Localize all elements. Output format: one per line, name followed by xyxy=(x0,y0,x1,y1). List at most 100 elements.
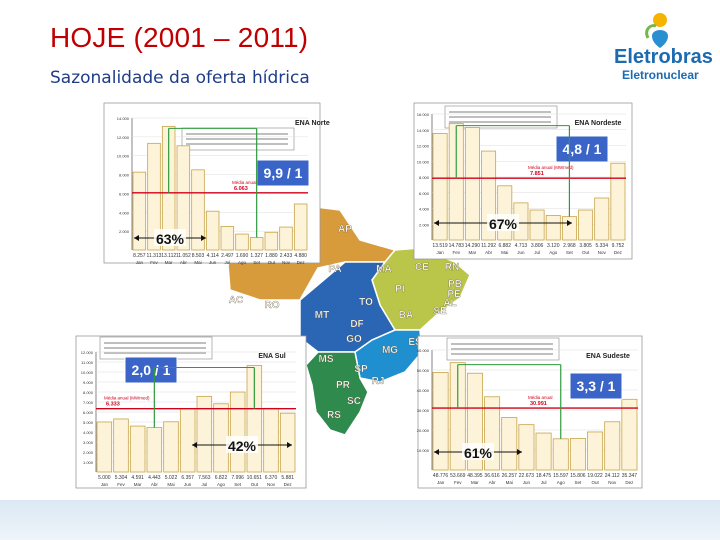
map-label-go: GO xyxy=(346,334,362,345)
mean-label: Média anual xyxy=(528,395,553,400)
eletrobras-logo-icon xyxy=(645,13,668,48)
value-label: 7.996 xyxy=(231,475,244,481)
value-label: 11.052 xyxy=(176,253,191,259)
bar-nov xyxy=(594,197,610,241)
value-label: 22.673 xyxy=(519,473,535,479)
bar-set xyxy=(249,237,264,251)
x-tick-label: Nov xyxy=(282,260,291,265)
x-tick-label: Ago xyxy=(217,482,226,487)
x-tick-label: Jul xyxy=(201,482,207,487)
pct-label: 42% xyxy=(228,438,257,454)
x-tick-label: Out xyxy=(251,482,259,487)
bar-jan xyxy=(432,133,448,241)
ratio-label: 2,0 / 1 xyxy=(132,362,171,378)
map-label-ba: BA xyxy=(399,310,413,321)
y-tick-label: 40.000 xyxy=(417,388,430,393)
value-label: 9.752 xyxy=(612,243,625,249)
bar-fev xyxy=(147,142,161,251)
value-label: 2.433 xyxy=(280,253,293,259)
bar-jun xyxy=(518,424,535,471)
pct-arrowhead-left xyxy=(192,442,197,448)
mean-label: Média anual (MWmed) xyxy=(104,396,150,401)
y-tick-label: 10.000 xyxy=(81,370,94,375)
y-tick-label: 1.000 xyxy=(83,460,94,465)
map-region-south xyxy=(305,351,369,436)
x-tick-label: Fev xyxy=(150,260,158,265)
y-tick-label: 12.000 xyxy=(417,144,430,149)
x-tick-label: Ago xyxy=(557,480,566,485)
value-label: 26.257 xyxy=(502,473,518,479)
y-tick-label: 6.000 xyxy=(83,410,94,415)
pct-label: 61% xyxy=(464,445,493,461)
bar-out xyxy=(578,209,594,241)
bar-mai xyxy=(191,169,205,251)
x-tick-label: Jun xyxy=(517,250,525,255)
ratio-label: 3,3 / 1 xyxy=(577,378,616,394)
mean-value: 6.063 xyxy=(234,186,248,192)
footer-band xyxy=(0,500,720,540)
value-label: 36.616 xyxy=(484,473,500,479)
chart-ena-sudeste: 10.000 20.000 30.000 40.000 50.000 60.000 48.7… xyxy=(417,335,643,489)
x-tick-label: Set xyxy=(234,482,242,487)
x-tick-label: Jul xyxy=(534,250,540,255)
bar-jul xyxy=(535,432,552,471)
bar-fev xyxy=(449,362,466,471)
value-label: 8.503 xyxy=(192,253,205,259)
x-tick-label: Fev xyxy=(117,482,125,487)
map-label-df: DF xyxy=(350,319,363,330)
x-tick-label: Out xyxy=(591,480,599,485)
y-tick-label: 6.000 xyxy=(119,191,130,196)
value-label: 35.347 xyxy=(622,473,638,479)
x-tick-label: Set xyxy=(253,260,261,265)
x-tick-label: Jul xyxy=(224,260,230,265)
x-tick-label: Mai xyxy=(194,260,201,265)
value-label: 13.519 xyxy=(432,243,448,249)
mean-value: 6.333 xyxy=(106,402,120,408)
x-tick-label: Fev xyxy=(454,480,462,485)
x-tick-label: Fev xyxy=(452,250,460,255)
bar-mai xyxy=(163,421,179,473)
ratio-box xyxy=(555,135,609,163)
bar-fev xyxy=(113,418,129,473)
value-label: 4.880 xyxy=(294,253,307,259)
map-label-ma: MA xyxy=(376,264,392,275)
value-label: 5.881 xyxy=(281,475,294,481)
chart-ena-nordeste: 2.000 4.000 6.000 8.000 10.000 12.000 14.000 16… xyxy=(413,102,633,260)
bar-mar xyxy=(129,425,146,473)
value-label: 6.370 xyxy=(265,475,278,481)
value-label: 19.022 xyxy=(587,473,603,479)
x-tick-label: Abr xyxy=(489,480,497,485)
map-label-ce: CE xyxy=(415,262,429,273)
logo-wordmark: Eletrobras xyxy=(614,46,713,68)
value-label: 13.112 xyxy=(161,253,176,259)
value-label: 4.443 xyxy=(148,475,161,481)
map-label-se: SE xyxy=(433,306,447,317)
y-tick-label: 50.000 xyxy=(417,368,430,373)
pct-arrowhead-left xyxy=(134,235,139,241)
x-tick-label: Set xyxy=(566,250,574,255)
y-tick-label: 14.000 xyxy=(117,116,130,121)
chart-title: ENA Nordeste xyxy=(575,120,622,127)
y-tick-label: 12.000 xyxy=(117,135,130,140)
x-tick-label: Mai xyxy=(167,482,174,487)
value-label: 3.805 xyxy=(579,243,592,249)
y-tick-label: 2.000 xyxy=(119,229,130,234)
mean-value: 7.851 xyxy=(530,171,544,177)
bar-set xyxy=(569,437,586,471)
map-label-ro: RO xyxy=(265,300,280,311)
bar-fev xyxy=(448,123,464,241)
y-tick-label: 10.000 xyxy=(417,448,430,453)
logo-subtitle: Eletronuclear xyxy=(622,68,699,82)
value-label: 8.257 xyxy=(133,253,146,259)
x-tick-label: Mar xyxy=(471,480,479,485)
x-tick-label: Jun xyxy=(209,260,217,265)
map-label-pr: PR xyxy=(336,380,351,391)
y-tick-label: 6.000 xyxy=(419,191,430,196)
map-label-pe: PE xyxy=(447,289,461,300)
map-label-pi: PI xyxy=(395,284,405,295)
y-tick-label: 4.000 xyxy=(419,207,430,212)
map-label-rj: RJ xyxy=(372,376,385,387)
bar-abr xyxy=(146,427,163,473)
bar-jul xyxy=(220,226,235,251)
